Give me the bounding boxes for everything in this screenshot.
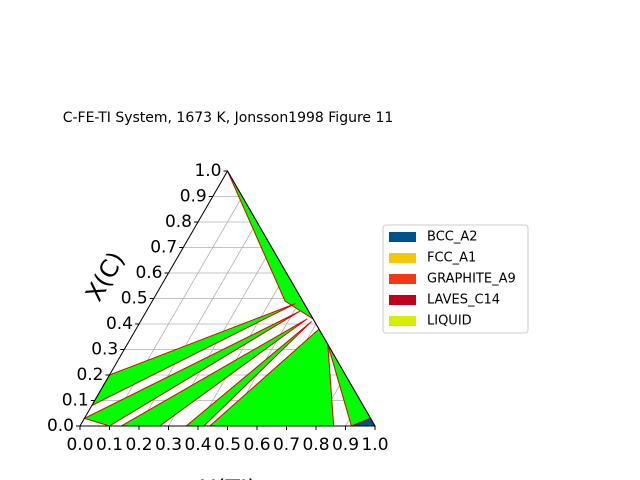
x-tick-label: 0.9 — [332, 435, 359, 455]
y-tick-label: 0.5 — [121, 289, 148, 309]
y-tick-label: 0.0 — [47, 416, 74, 436]
x-tick-label: 0.3 — [155, 435, 182, 455]
grid-line — [109, 196, 243, 427]
legend-label: BCC_A2 — [427, 230, 478, 245]
legend-swatch — [389, 232, 416, 242]
y-tick-label: 0.9 — [180, 187, 207, 207]
x-tick-label: 0.7 — [273, 435, 300, 455]
y-tick-label: 0.2 — [76, 365, 103, 385]
x-tick-label: 0.1 — [96, 435, 123, 455]
x-tick-label: 0.0 — [66, 435, 93, 455]
y-tick-label: 0.8 — [165, 212, 192, 232]
legend-swatch — [389, 253, 416, 263]
y-tick-label: 1.0 — [194, 161, 221, 181]
legend-swatch — [389, 295, 416, 305]
legend-swatch — [389, 316, 416, 326]
legend-box — [382, 224, 529, 334]
legend-label: GRAPHITE_A9 — [427, 272, 516, 287]
y-tick-label: 0.4 — [106, 314, 133, 334]
phase-region — [83, 310, 301, 427]
x-axis-label: X(TI) — [200, 475, 257, 480]
chart-title: C-FE-TI System, 1673 K, Jonsson1998 Figu… — [63, 110, 394, 126]
legend-swatch — [389, 274, 416, 284]
y-tick-label: 0.6 — [135, 263, 162, 283]
x-tick-label: 0.2 — [125, 435, 152, 455]
x-tick-label: 0.4 — [184, 435, 211, 455]
grid-line — [197, 272, 287, 427]
x-tick-label: 0.6 — [243, 435, 270, 455]
legend-label: LIQUID — [427, 314, 472, 329]
x-tick-label: 0.8 — [302, 435, 329, 455]
y-tick-label: 0.3 — [91, 340, 118, 360]
legend: BCC_A2 FCC_A1 GRAPHITE_A9 LAVES_C14 LIQUID — [382, 224, 529, 334]
y-tick-label: 0.7 — [150, 238, 177, 258]
x-tick-label: 0.5 — [214, 435, 241, 455]
y-tick-label: 0.1 — [62, 391, 89, 411]
legend-label: LAVES_C14 — [427, 293, 500, 308]
legend-label: FCC_A1 — [427, 251, 476, 266]
x-tick-label: 1.0 — [361, 435, 388, 455]
